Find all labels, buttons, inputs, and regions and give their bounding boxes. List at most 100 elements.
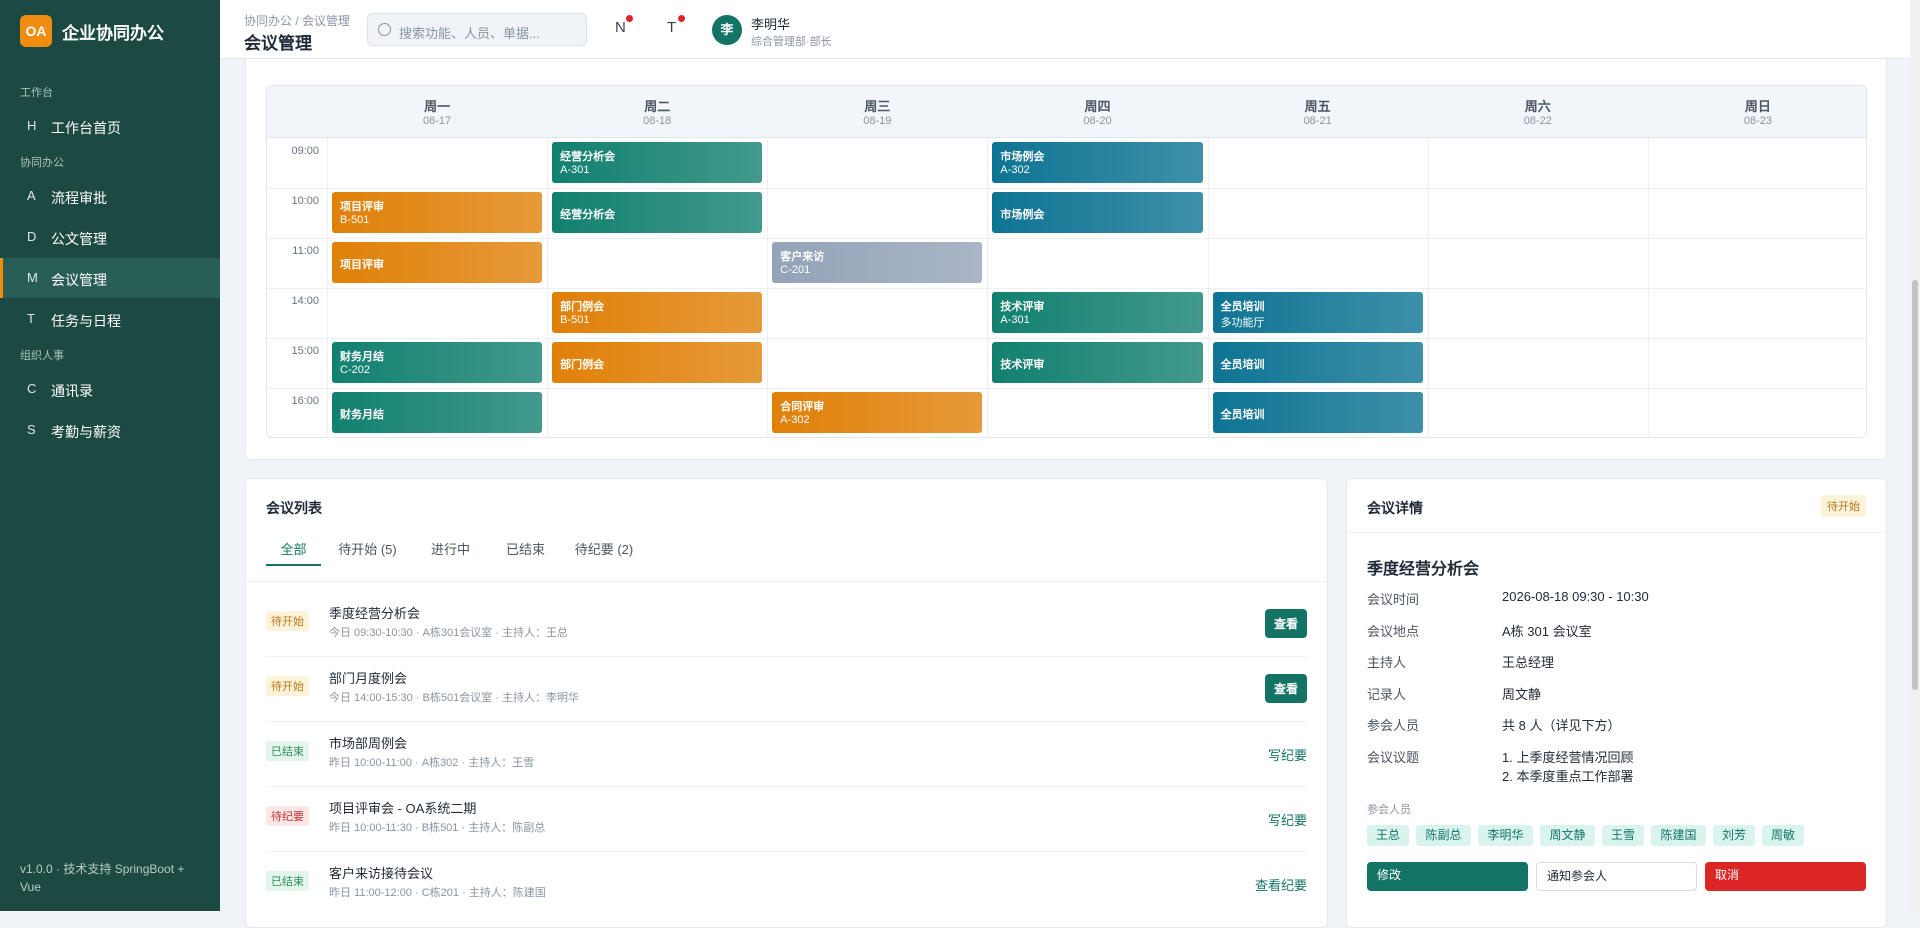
event-room: C-201 (780, 264, 811, 276)
attendee-chip: 刘芳 (1713, 825, 1755, 846)
attendee-chip: 周敏 (1762, 825, 1804, 846)
header-icon[interactable]: N (615, 15, 633, 36)
search-box[interactable]: 搜索功能、人员、单据... (367, 13, 587, 46)
event-title: 部门例会 (560, 301, 605, 313)
meeting-title: 客户来访接待会议 (329, 866, 434, 881)
time-label: 15:00 (291, 345, 319, 357)
nav-label: 任务与日程 (51, 313, 121, 329)
day-date: 08-23 (1743, 115, 1772, 127)
user-dept: 综合管理部·部长 (751, 36, 832, 48)
meeting-title: 季度经营分析会 (329, 606, 421, 621)
column-divider (327, 138, 328, 437)
tab[interactable]: 进行中 (430, 542, 470, 557)
meeting-name: 季度经营分析会 (1367, 561, 1480, 578)
day-date: 08-20 (1083, 115, 1112, 127)
calendar-event[interactable]: 技术评审 A-301 (992, 292, 1203, 333)
day-name: 周一 (424, 99, 451, 114)
action-link[interactable]: 查看纪要 (1254, 878, 1307, 893)
row-divider (267, 238, 1866, 239)
event-title: 技术评审 (1000, 301, 1045, 313)
tab[interactable]: 全部 (266, 539, 321, 566)
action-button[interactable]: 修改 (1367, 862, 1528, 891)
time-label: 09:00 (291, 145, 319, 157)
meeting-title: 部门月度例会 (329, 671, 408, 686)
meeting-detail-card: 会议详情 待开始 季度经营分析会 会议时间 2026-08-18 09:30 - 10:… (1346, 478, 1887, 928)
event-title: 市场例会 (1000, 209, 1045, 221)
event-room: A-302 (1000, 164, 1030, 176)
calendar-event[interactable]: 市场例会 (992, 192, 1203, 233)
event-room: B-501 (560, 314, 590, 326)
day-date: 08-18 (643, 115, 672, 127)
nav-item[interactable]: M 会议管理 (0, 258, 220, 298)
calendar-event[interactable]: 财务月结 C-202 (332, 342, 543, 383)
field-label: 参会人员 (1367, 718, 1420, 733)
calendar-event[interactable]: 财务月结 (332, 392, 543, 433)
calendar-event[interactable]: 技术评审 (992, 342, 1203, 383)
calendar-event[interactable]: 部门例会 B-501 (552, 292, 763, 333)
header-icon[interactable]: T (667, 15, 685, 36)
action-button[interactable]: 通知参会人 (1536, 862, 1697, 891)
nav-item[interactable]: A 流程审批 (0, 176, 220, 216)
nav-item[interactable]: C 通讯录 (0, 369, 220, 409)
tab[interactable]: 待纪要 (2) (574, 542, 634, 557)
action-button[interactable]: 取消 (1705, 862, 1866, 891)
nav-item[interactable]: D 公文管理 (0, 217, 220, 257)
day-name: 周四 (1084, 99, 1111, 114)
event-title: 财务月结 (340, 409, 384, 421)
event-title: 经营分析会 (560, 209, 616, 221)
row-divider (267, 188, 1866, 189)
avatar[interactable]: 李 (712, 15, 742, 45)
calendar-event[interactable]: 部门例会 (552, 342, 763, 383)
attendee-chip: 陈建国 (1651, 825, 1706, 846)
field-value: 共 8 人（详见下方） (1502, 718, 1621, 733)
calendar-event[interactable]: 全员培训 多功能厅 (1212, 292, 1423, 333)
search-placeholder: 搜索功能、人员、单据... (399, 26, 540, 41)
tab[interactable]: 已结束 (505, 542, 545, 557)
action-link[interactable]: 写纪要 (1267, 813, 1307, 828)
notification-dot (626, 15, 633, 22)
header: 协同办公 / 会议管理 会议管理 搜索功能、人员、单据... N T 李李明华 综合管理部·… (220, 0, 1910, 59)
calendar-event[interactable]: 市场例会 A-302 (992, 142, 1203, 183)
nav-label: 流程审批 (51, 190, 107, 206)
nav-item[interactable]: S 考勤与薪资 (0, 410, 220, 450)
meeting-meta: 昨日 11:00-12:00 · C栋201 · 主持人：陈建国 (329, 887, 546, 899)
action-link[interactable]: 写纪要 (1267, 748, 1307, 763)
calendar-event[interactable]: 全员培训 (1212, 342, 1423, 383)
action-button[interactable]: 查看 (1264, 609, 1307, 638)
nav-item[interactable]: H 工作台首页 (0, 106, 220, 146)
field-label: 会议时间 (1367, 592, 1420, 607)
event-room: A-302 (780, 414, 810, 426)
calendar-event[interactable]: 客户来访 C-201 (772, 242, 983, 283)
event-title: 经营分析会 (560, 151, 616, 163)
row-divider (267, 338, 1866, 339)
calendar-event[interactable]: 项目评审 (332, 242, 543, 283)
search-icon (378, 23, 391, 36)
event-title: 技术评审 (1000, 359, 1045, 371)
attendees-label: 参会人员 (1367, 804, 1411, 816)
time-label: 14:00 (291, 295, 319, 307)
event-title: 市场例会 (1000, 151, 1045, 163)
calendar-event[interactable]: 合同评审 A-302 (772, 392, 983, 433)
brand: 企业协同办公 (62, 24, 164, 43)
event-room: A-301 (560, 164, 590, 176)
calendar-event[interactable]: 经营分析会 (552, 192, 763, 233)
row-divider (267, 288, 1866, 289)
tab[interactable]: 待开始 (5) (338, 542, 397, 557)
row-divider (267, 388, 1866, 389)
nav-key: S (27, 422, 36, 437)
event-room: C-202 (340, 364, 370, 376)
sidebar-footer: v1.0.0 · 技术支持 SpringBoot + Vue (20, 862, 185, 894)
action-button[interactable]: 查看 (1264, 674, 1307, 703)
calendar-event[interactable]: 项目评审 B-501 (332, 192, 543, 233)
meeting-meta: 今日 14:00-15:30 · B栋501会议室 · 主持人：李明华 (329, 692, 580, 704)
nav-group-title: 协同办公 (20, 157, 64, 169)
event-title: 客户来访 (780, 251, 825, 263)
column-divider (1207, 138, 1209, 437)
calendar-event[interactable]: 经营分析会 A-301 (552, 142, 763, 183)
day-date: 08-22 (1523, 115, 1552, 127)
nav-item[interactable]: T 任务与日程 (0, 299, 220, 339)
field-value: 2. 本季度重点工作部署 (1502, 768, 1634, 784)
field-label: 会议地点 (1367, 623, 1420, 639)
calendar-event[interactable]: 全员培训 (1212, 392, 1423, 433)
